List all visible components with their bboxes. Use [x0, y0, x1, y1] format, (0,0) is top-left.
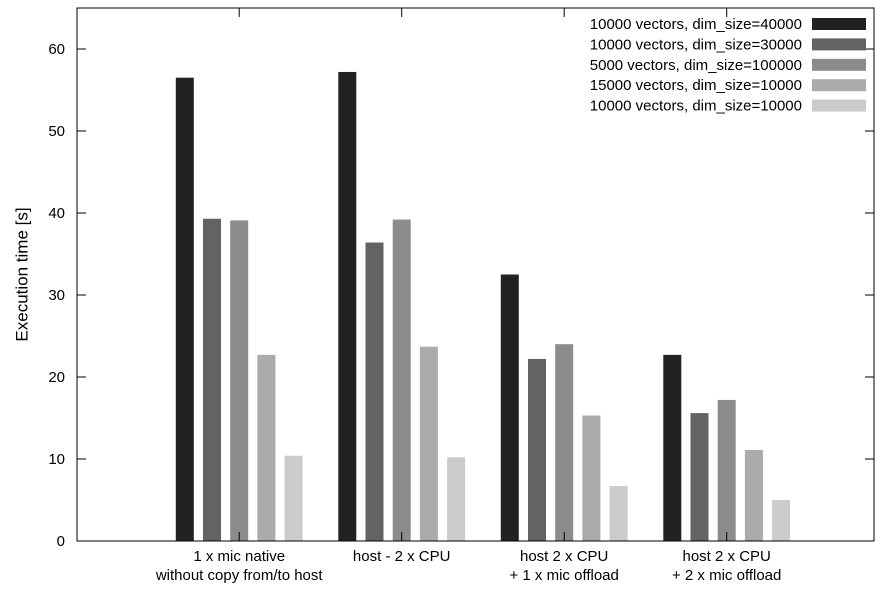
legend-label-3: 15000 vectors, dim_size=10000: [590, 77, 802, 94]
x-category-label-0-0: 1 x mic native: [193, 548, 285, 565]
bars-group: [175, 71, 791, 542]
bar-0-4: [284, 455, 303, 541]
y-tick-label-6: 60: [48, 41, 65, 58]
x-category-label-2-0: host 2 x CPU: [520, 548, 608, 565]
bar-1-4: [447, 457, 466, 541]
y-tick-label-5: 50: [48, 123, 65, 140]
bar-3-3: [744, 449, 763, 541]
legend-label-4: 10000 vectors, dim_size=10000: [590, 98, 802, 115]
bar-2-4: [609, 486, 628, 541]
bar-0-0: [175, 77, 194, 541]
bar-1-1: [365, 242, 384, 541]
tick-labels-group: 0 10 20 30 40 50 60 1 x mic native without copy …: [48, 41, 781, 584]
y-axis-title: Execution time [s]: [12, 207, 31, 341]
legend-swatch-4: [812, 99, 866, 112]
legend-label-1: 10000 vectors, dim_size=30000: [590, 36, 802, 53]
y-tick-label-4: 40: [48, 205, 65, 222]
x-category-label-2-1: + 1 x mic offload: [510, 567, 619, 584]
y-tick-label-3: 30: [48, 287, 65, 304]
x-category-label-3-0: host 2 x CPU: [683, 548, 771, 565]
legend-label-0: 10000 vectors, dim_size=40000: [590, 16, 802, 33]
y-tick-label-1: 10: [48, 451, 65, 468]
bar-0-3: [257, 354, 276, 541]
legend-swatch-0: [812, 18, 866, 30]
bar-0-1: [203, 218, 221, 542]
bar-3-2: [717, 399, 736, 541]
x-category-label-0-1: without copy from/to host: [155, 567, 324, 584]
x-category-label-1-0: host - 2 x CPU: [353, 548, 451, 565]
plot-frame: [76, 7, 875, 542]
bar-1-0: [338, 71, 357, 542]
bar-2-0: [500, 274, 519, 541]
ticks-group: [77, 8, 874, 542]
bar-0-2: [230, 220, 249, 541]
legend-swatch-3: [812, 79, 866, 92]
bar-2-3: [582, 415, 601, 541]
legend: 10000 vectors, dim_size=40000 10000 vecto…: [590, 16, 866, 115]
y-tick-label-2: 20: [48, 369, 65, 386]
bar-2-2: [555, 344, 574, 541]
y-tick-label-0: 0: [57, 533, 65, 550]
legend-label-2: 5000 vectors, dim_size=100000: [590, 57, 802, 74]
x-category-label-3-1: + 2 x mic offload: [672, 567, 781, 584]
bar-1-2: [392, 219, 411, 541]
bar-1-3: [419, 346, 438, 541]
legend-swatch-2: [812, 58, 866, 71]
bar-3-0: [663, 354, 682, 541]
bar-3-1: [690, 413, 709, 541]
bar-2-1: [528, 358, 546, 541]
legend-swatch-1: [812, 38, 866, 51]
bar-3-4: [772, 500, 791, 541]
